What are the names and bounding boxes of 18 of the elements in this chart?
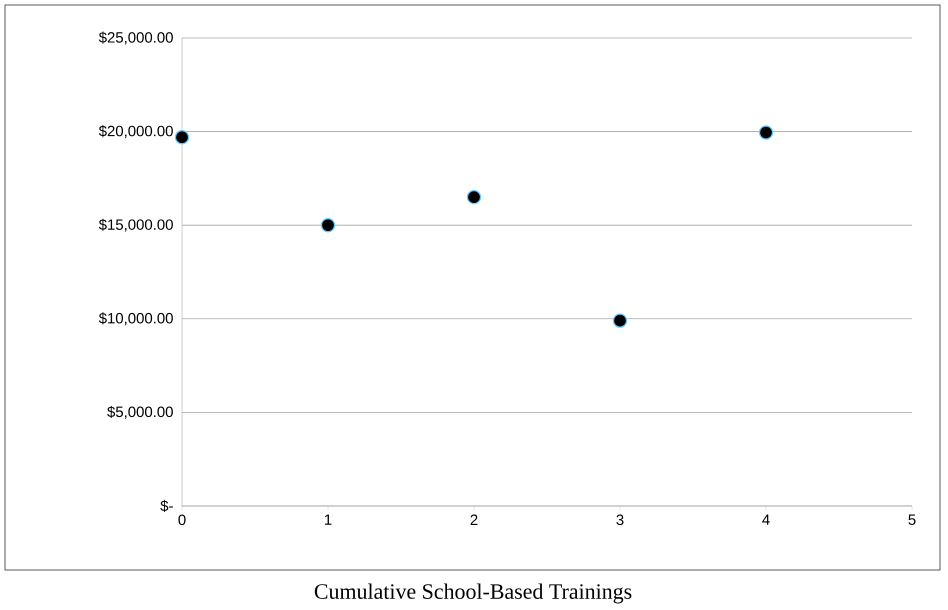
y-tick-label: $15,000.00 [98,218,173,232]
y-tick-label: $5,000.00 [107,406,173,419]
point [174,130,190,144]
x-tick-label: 3 [616,514,624,526]
point [320,218,336,232]
y-tick-label: $- [160,500,173,512]
point [758,125,774,140]
y-tick-label: $20,000.00 [98,125,173,138]
y-tick-label: $25,000.00 [98,32,173,44]
y-tick-label: $10,000.00 [98,312,173,326]
x-tick-label: 4 [762,514,770,525]
x-axis-title: Cumulative School-Based Trainings [314,584,632,604]
x-tick-label: 5 [908,514,916,525]
x-tick-label: 2 [470,514,478,525]
point [466,190,482,204]
x-tick-label: 1 [324,514,332,525]
x-tick-label: 0 [178,514,186,526]
point [612,314,628,328]
